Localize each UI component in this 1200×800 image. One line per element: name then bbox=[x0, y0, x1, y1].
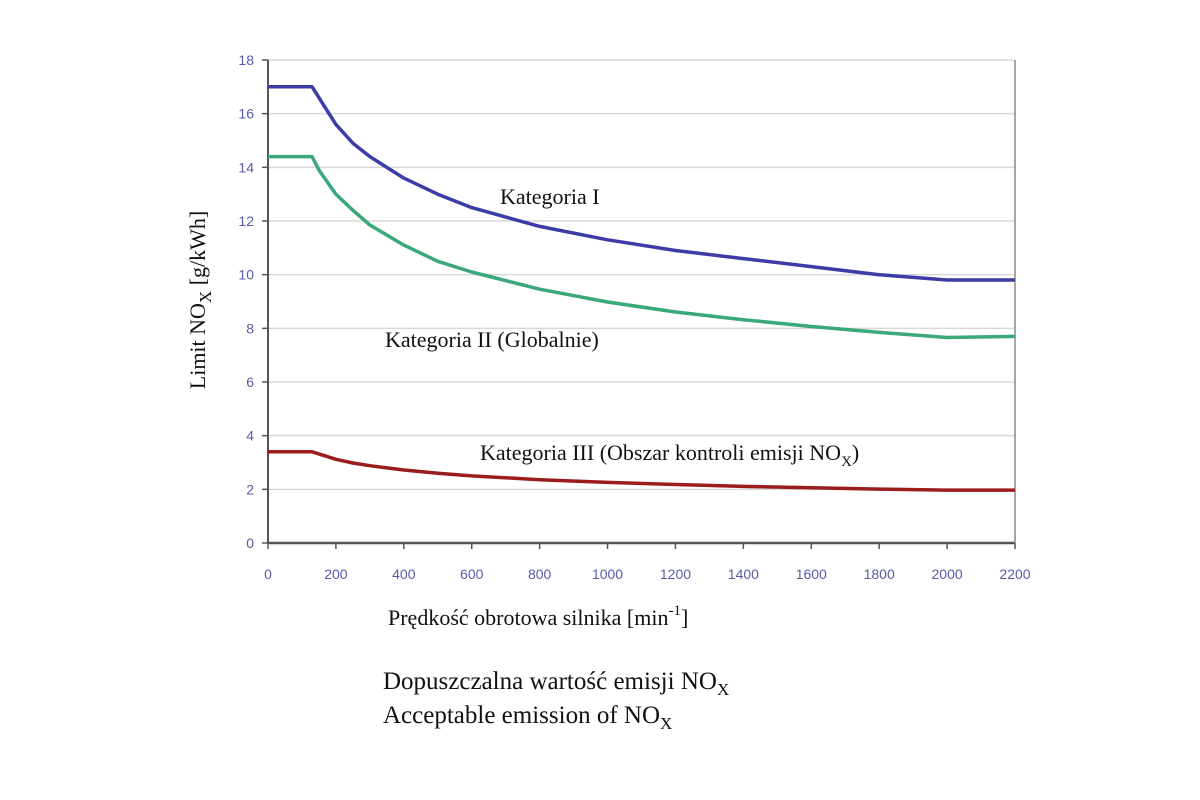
annotation-kategoria-1: Kategoria I bbox=[500, 184, 600, 209]
y-tick-label: 14 bbox=[238, 159, 254, 175]
x-tick-label: 400 bbox=[392, 566, 416, 582]
x-tick-label: 0 bbox=[264, 566, 272, 582]
series-lines bbox=[268, 85, 1016, 492]
annotation-kategoria-2: Kategoria II (Globalnie) bbox=[385, 327, 599, 352]
series-line-1 bbox=[268, 85, 1015, 282]
y-tick-labels: 0 2 4 6 8 10 12 14 16 18 bbox=[238, 52, 254, 551]
x-tick-label: 1600 bbox=[796, 566, 827, 582]
y-tick-label: 10 bbox=[238, 267, 254, 283]
y-tick-label: 8 bbox=[246, 320, 254, 336]
x-tick-label: 1400 bbox=[728, 566, 759, 582]
series-line-2 bbox=[268, 154, 1016, 340]
axes bbox=[262, 59, 1016, 549]
x-tick-label: 200 bbox=[324, 566, 348, 582]
series-line-3 bbox=[268, 450, 1015, 492]
y-tick-label: 6 bbox=[246, 374, 254, 390]
caption-english: Acceptable emission of NOX bbox=[383, 702, 673, 733]
x-tick-labels: 0 200 400 600 800 1000 1200 1400 1600 1800 2000 220… bbox=[264, 566, 1031, 582]
caption-polish: Dopuszczalna wartość emisji NOX bbox=[383, 668, 730, 699]
y-tick-label: 16 bbox=[238, 106, 254, 122]
x-tick-label: 600 bbox=[460, 566, 484, 582]
y-tick-label: 12 bbox=[238, 213, 254, 229]
y-tick-label: 0 bbox=[246, 535, 254, 551]
y-tick-label: 18 bbox=[238, 52, 254, 68]
y-tick-label: 4 bbox=[246, 428, 254, 444]
x-tick-label: 800 bbox=[528, 566, 552, 582]
grid bbox=[268, 59, 1015, 491]
x-tick-label: 1200 bbox=[660, 566, 691, 582]
x-axis-label: Prędkość obrotowa silnika [min-1] bbox=[388, 603, 688, 630]
x-tick-label: 1000 bbox=[592, 566, 623, 582]
x-tick-label: 2000 bbox=[932, 566, 963, 582]
y-axis-label: Limit NOX [g/kWh] bbox=[185, 211, 215, 389]
annotation-kategoria-3: Kategoria III (Obszar kontroli emisji NO… bbox=[480, 440, 859, 470]
x-tick-label: 2200 bbox=[999, 566, 1030, 582]
x-tick-label: 1800 bbox=[864, 566, 895, 582]
y-tick-label: 2 bbox=[246, 481, 254, 497]
